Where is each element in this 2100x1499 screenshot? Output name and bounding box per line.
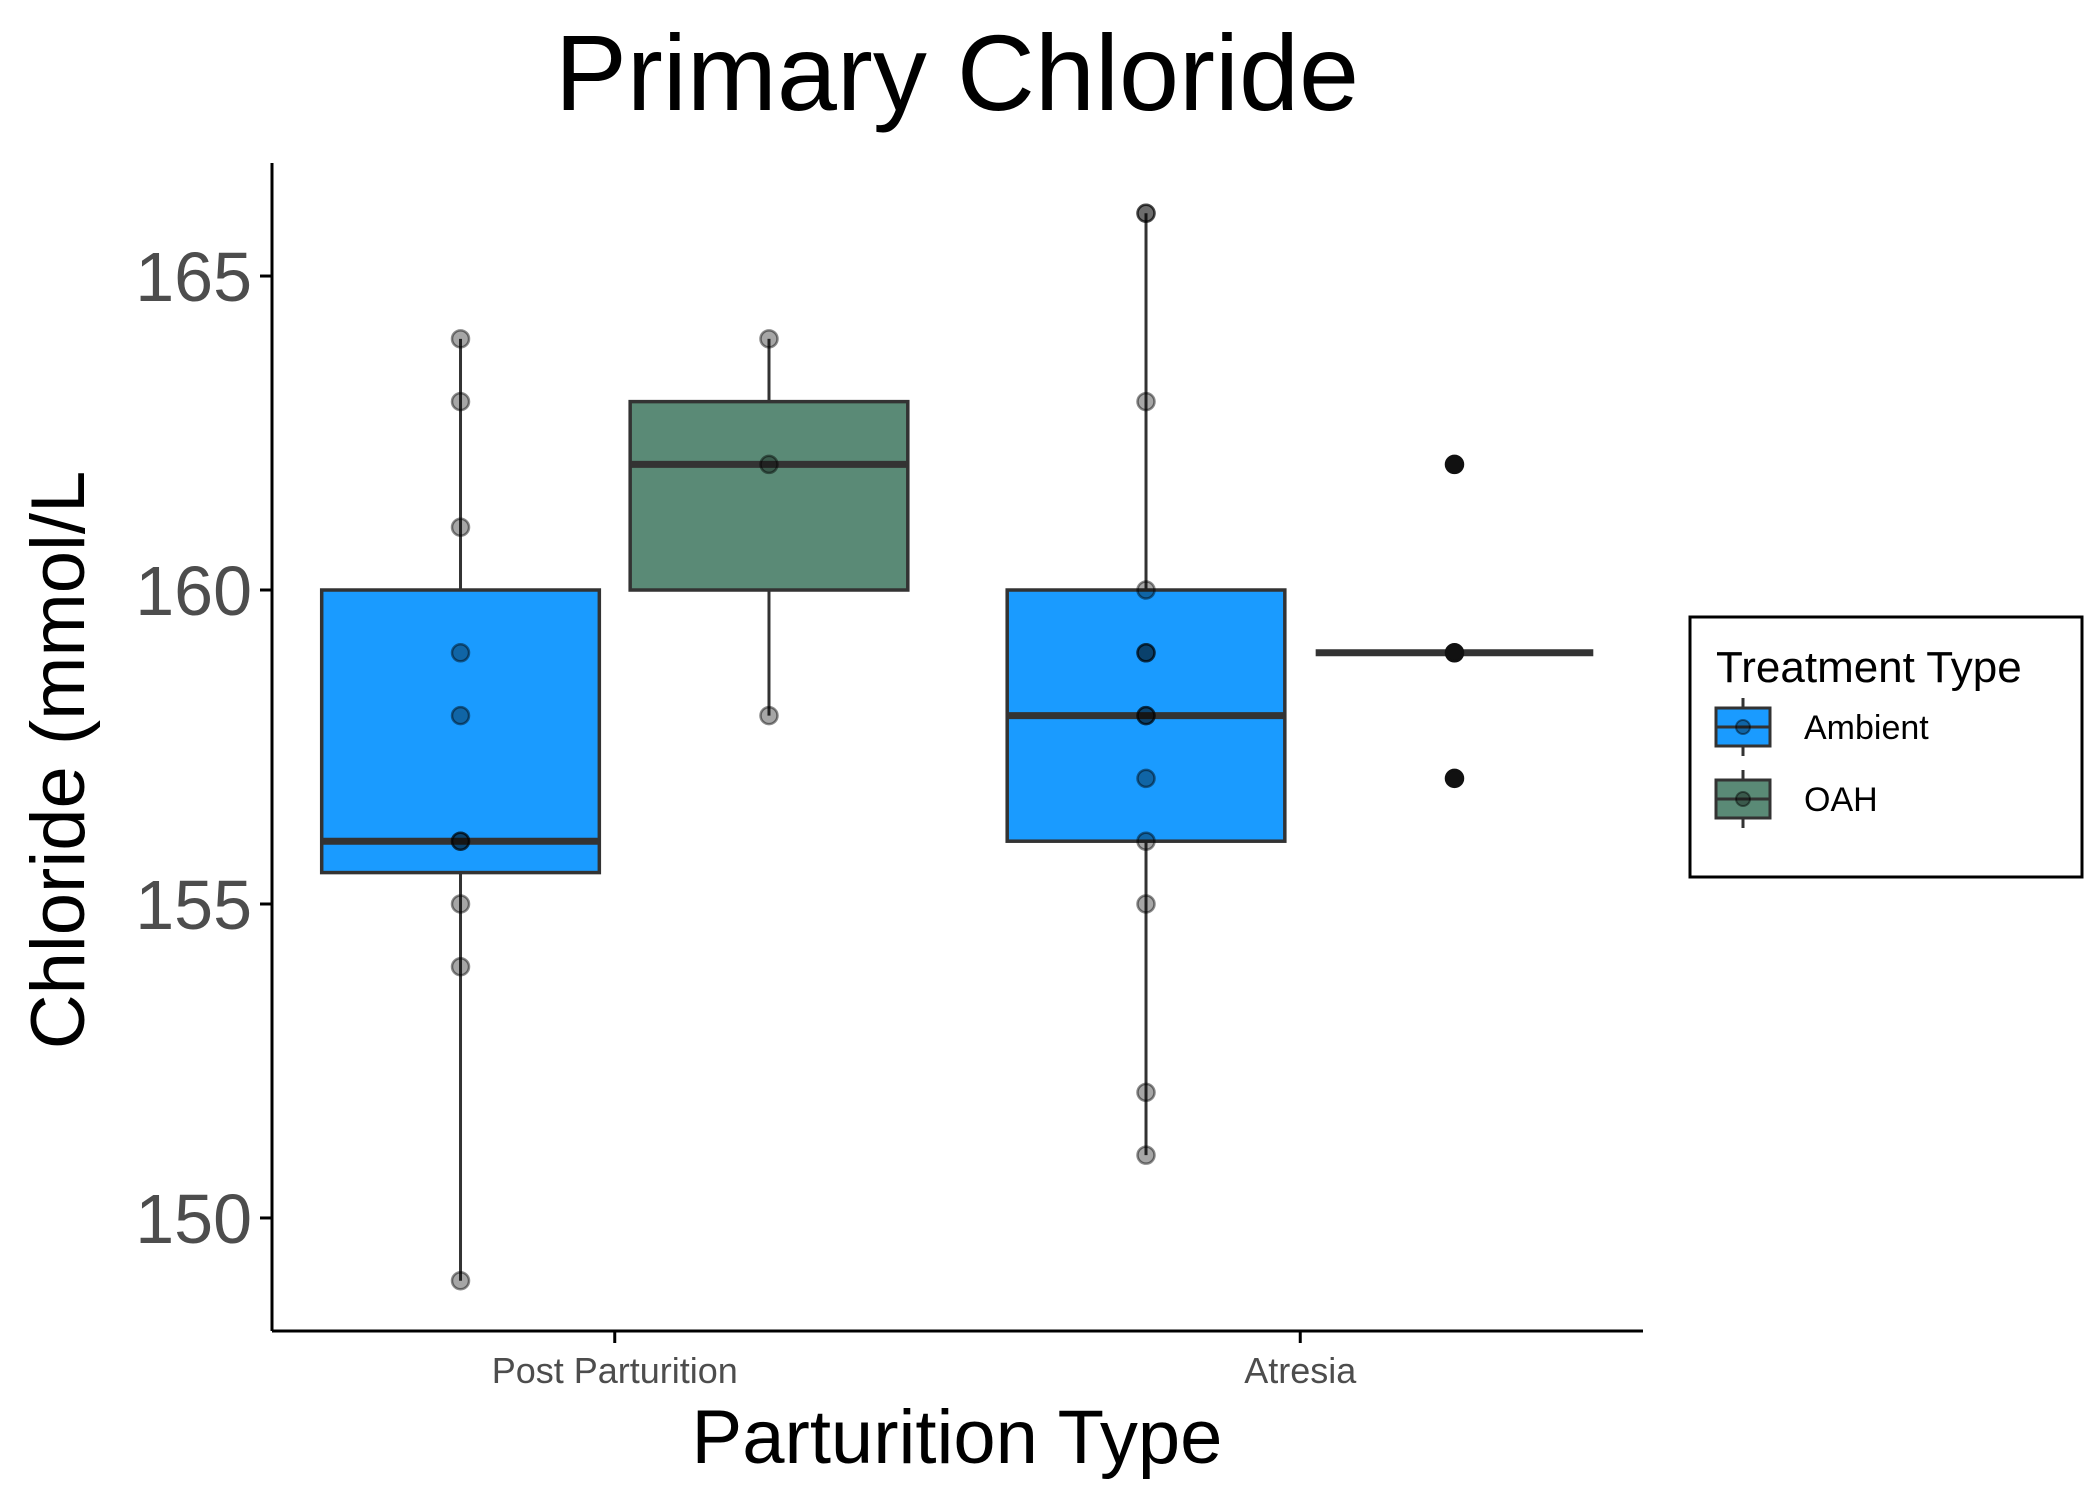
chart-title: Primary Chloride: [555, 12, 1359, 133]
data-point: [450, 831, 471, 851]
data-point: [1136, 768, 1156, 789]
legend: Treatment Type Ambient OAH: [1688, 615, 2084, 879]
data-point: [450, 831, 471, 851]
data-point: [450, 391, 471, 412]
legend-label: OAH: [1804, 781, 1878, 819]
y-tick-label: 150: [135, 1180, 252, 1258]
box-oah-post-parturition: [628, 329, 910, 726]
data-point: [450, 517, 471, 537]
data-point: [450, 894, 471, 914]
data-point: [1136, 203, 1156, 223]
y-tick-label: 165: [135, 238, 252, 316]
y-axis-title: Chloride (mmol/L: [16, 471, 101, 1050]
data-point: [1136, 1145, 1156, 1165]
data-point: [450, 705, 471, 726]
plot-area: [319, 203, 1594, 1291]
data-point: [1136, 1082, 1156, 1103]
data-point: [759, 329, 779, 349]
data-point: [1444, 454, 1465, 475]
data-point: [1136, 705, 1156, 726]
legend-point: [1735, 791, 1751, 807]
data-point: [450, 1271, 471, 1291]
data-point: [1136, 831, 1156, 851]
data-point: [450, 329, 471, 349]
data-point: [1136, 643, 1156, 663]
legend-key-ambient: Ambient: [1714, 698, 1929, 756]
box-oah-atresia: [1315, 454, 1594, 789]
data-point: [1136, 391, 1156, 412]
data-point: [1444, 643, 1465, 663]
box-iqr: [628, 399, 910, 592]
data-point: [1136, 643, 1156, 663]
data-point: [759, 454, 779, 475]
data-point: [1136, 203, 1156, 223]
data-point: [759, 705, 779, 726]
x-tick-label: Atresia: [1244, 1350, 1357, 1391]
x-tick-label: Post Parturition: [492, 1350, 738, 1391]
data-point: [1136, 705, 1156, 726]
y-tick-label: 160: [135, 552, 252, 630]
legend-point: [1735, 719, 1751, 735]
y-tick-label: 155: [135, 866, 252, 944]
data-point: [1444, 768, 1465, 789]
data-point: [450, 643, 471, 663]
x-axis-title: Parturition Type: [692, 1395, 1223, 1480]
y-axis: 150 155 160 165: [135, 238, 272, 1258]
data-point: [1136, 894, 1156, 914]
legend-label: Ambient: [1804, 709, 1929, 747]
box-iqr: [319, 588, 602, 875]
data-point: [450, 957, 471, 977]
legend-key-oah: OAH: [1714, 770, 1878, 828]
legend-title: Treatment Type: [1716, 643, 2022, 692]
box-ambient-post-parturition: [319, 329, 602, 1291]
x-axis: Post Parturition Atresia: [492, 1331, 1357, 1391]
data-point: [1136, 580, 1156, 600]
box-ambient-atresia: [1005, 203, 1287, 1165]
